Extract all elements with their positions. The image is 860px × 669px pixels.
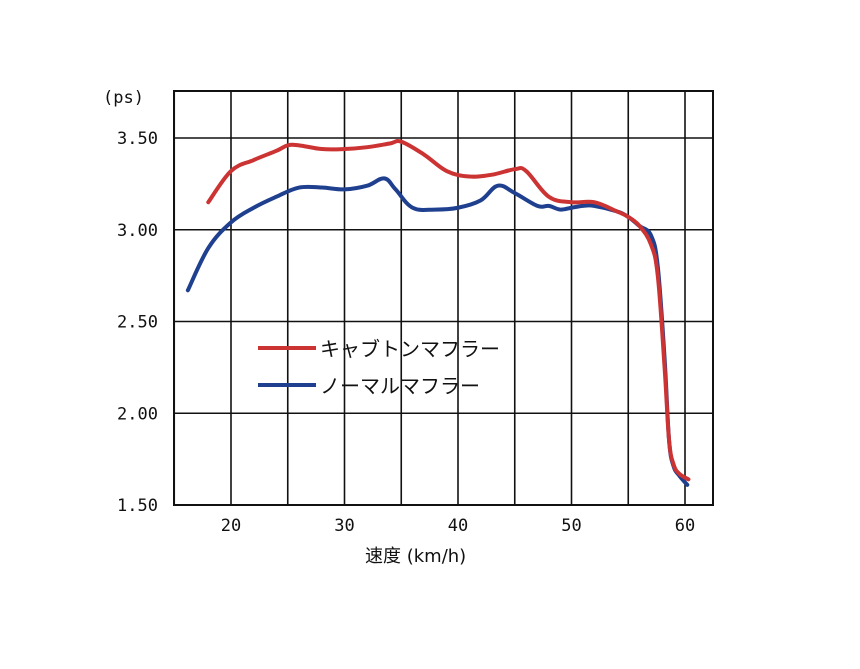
plot-frame	[173, 90, 714, 506]
y-tick-label: 3.00	[117, 221, 158, 241]
x-tick-label: 60	[675, 516, 695, 536]
legend: キャブトンマフラー ノーマルマフラー	[258, 337, 500, 398]
legend-label-normal: ノーマルマフラー	[320, 374, 480, 398]
x-tick-labels: 20 30 40 50 60	[221, 516, 695, 536]
x-tick-label: 40	[448, 516, 468, 536]
legend-label-cabton: キャブトンマフラー	[320, 337, 500, 361]
legend-item-normal: ノーマルマフラー	[258, 374, 480, 398]
series-line-cabton	[206, 138, 691, 482]
series-line-normal	[185, 176, 690, 487]
y-tick-label: 2.00	[117, 404, 158, 424]
y-tick-labels: 1.50 2.00 2.50 3.00 3.50	[117, 129, 158, 516]
x-tick-label: 20	[221, 516, 241, 536]
series-layer	[185, 138, 691, 487]
x-axis-label: 速度 (km/h)	[365, 546, 466, 567]
y-tick-label: 1.50	[117, 496, 158, 516]
grid-lines	[173, 91, 713, 505]
x-tick-label: 50	[561, 516, 581, 536]
x-tick-label: 30	[334, 516, 354, 536]
y-tick-label: 3.50	[117, 129, 158, 149]
y-tick-label: 2.50	[117, 313, 158, 333]
legend-item-cabton: キャブトンマフラー	[258, 337, 500, 361]
y-axis-unit-label: (ps)	[103, 88, 144, 108]
